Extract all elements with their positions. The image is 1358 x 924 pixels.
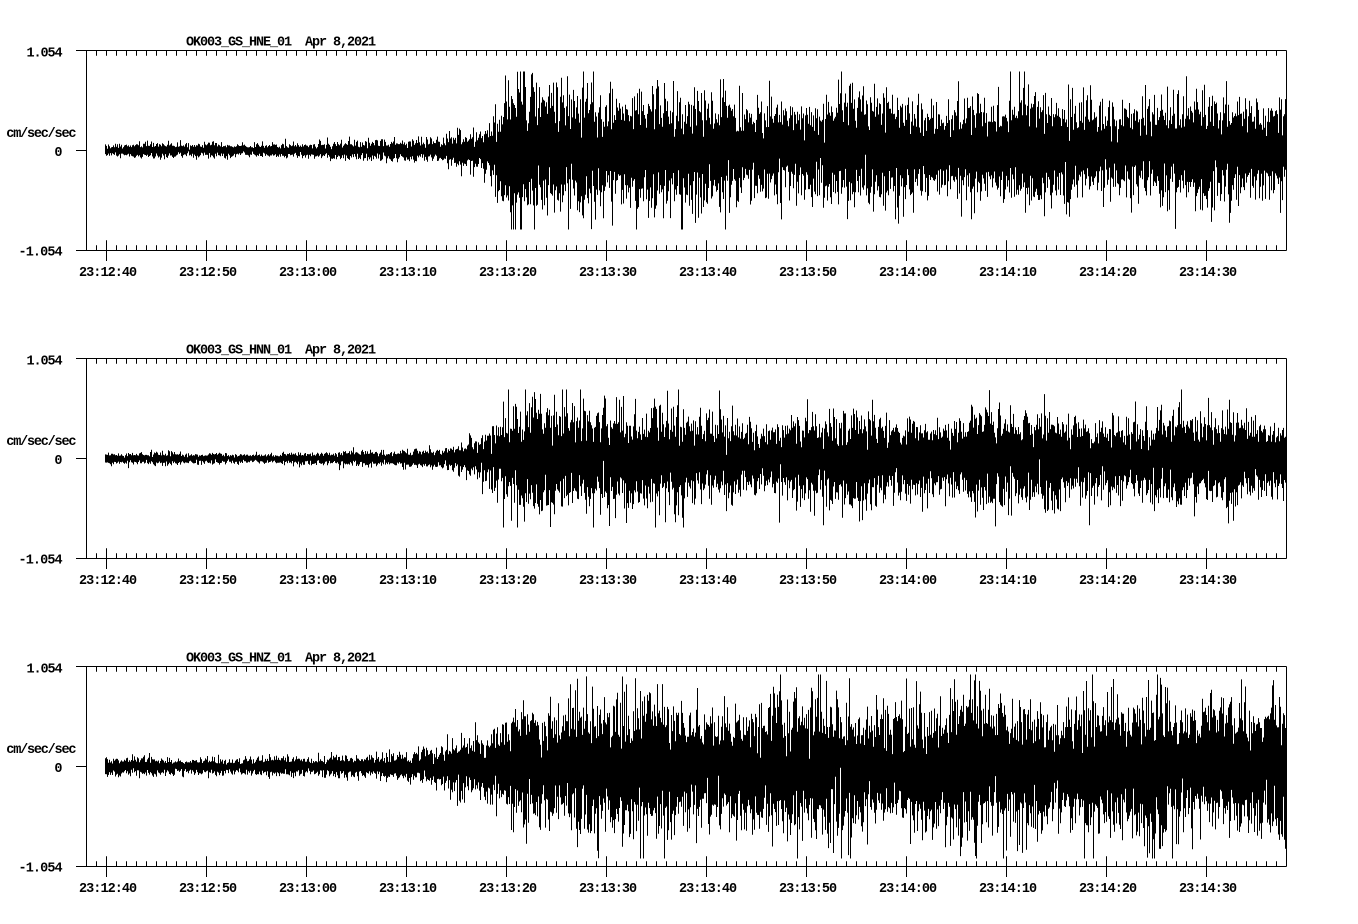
svg-text:1.054: 1.054 bbox=[27, 662, 63, 677]
svg-text:cm/sec/sec: cm/sec/sec bbox=[6, 127, 76, 142]
svg-text:23:14:20: 23:14:20 bbox=[1079, 882, 1137, 897]
svg-text:23:12:40: 23:12:40 bbox=[79, 266, 137, 281]
svg-text:23:13:50: 23:13:50 bbox=[779, 574, 837, 589]
svg-text:OK003_GS_HNN_01 Apr 8,2021: OK003_GS_HNN_01 Apr 8,2021 bbox=[186, 344, 376, 359]
svg-text:0: 0 bbox=[54, 762, 62, 777]
svg-text:23:12:50: 23:12:50 bbox=[179, 882, 237, 897]
svg-text:23:13:30: 23:13:30 bbox=[579, 574, 637, 589]
svg-text:23:14:00: 23:14:00 bbox=[879, 882, 937, 897]
svg-text:23:12:40: 23:12:40 bbox=[79, 882, 137, 897]
svg-text:23:13:30: 23:13:30 bbox=[579, 266, 637, 281]
svg-text:23:14:30: 23:14:30 bbox=[1179, 882, 1237, 897]
svg-text:23:13:00: 23:13:00 bbox=[279, 882, 337, 897]
svg-text:23:12:50: 23:12:50 bbox=[179, 266, 237, 281]
svg-text:OK003_GS_HNE_01 Apr 8,2021: OK003_GS_HNE_01 Apr 8,2021 bbox=[186, 36, 376, 51]
svg-text:23:13:10: 23:13:10 bbox=[379, 882, 437, 897]
svg-text:-1.054: -1.054 bbox=[19, 246, 63, 261]
svg-text:23:13:10: 23:13:10 bbox=[379, 266, 437, 281]
svg-text:23:13:10: 23:13:10 bbox=[379, 574, 437, 589]
svg-text:23:14:20: 23:14:20 bbox=[1079, 574, 1137, 589]
svg-text:cm/sec/sec: cm/sec/sec bbox=[6, 435, 76, 450]
svg-text:23:13:50: 23:13:50 bbox=[779, 266, 837, 281]
svg-text:23:13:40: 23:13:40 bbox=[679, 266, 737, 281]
svg-text:23:14:20: 23:14:20 bbox=[1079, 266, 1137, 281]
svg-text:23:14:10: 23:14:10 bbox=[979, 266, 1037, 281]
svg-text:23:13:30: 23:13:30 bbox=[579, 882, 637, 897]
svg-text:23:14:30: 23:14:30 bbox=[1179, 266, 1237, 281]
svg-text:23:14:00: 23:14:00 bbox=[879, 574, 937, 589]
svg-text:23:13:50: 23:13:50 bbox=[779, 882, 837, 897]
svg-text:23:13:40: 23:13:40 bbox=[679, 574, 737, 589]
svg-text:0: 0 bbox=[54, 454, 62, 469]
svg-text:23:14:10: 23:14:10 bbox=[979, 574, 1037, 589]
svg-text:23:13:40: 23:13:40 bbox=[679, 882, 737, 897]
svg-text:23:12:40: 23:12:40 bbox=[79, 574, 137, 589]
svg-text:cm/sec/sec: cm/sec/sec bbox=[6, 743, 76, 758]
svg-text:23:14:30: 23:14:30 bbox=[1179, 574, 1237, 589]
svg-text:23:12:50: 23:12:50 bbox=[179, 574, 237, 589]
svg-text:23:13:00: 23:13:00 bbox=[279, 266, 337, 281]
svg-text:23:13:00: 23:13:00 bbox=[279, 574, 337, 589]
svg-text:-1.054: -1.054 bbox=[19, 554, 63, 569]
svg-text:OK003_GS_HNZ_01 Apr 8,2021: OK003_GS_HNZ_01 Apr 8,2021 bbox=[186, 652, 376, 667]
svg-text:1.054: 1.054 bbox=[27, 46, 63, 61]
svg-text:23:13:20: 23:13:20 bbox=[479, 574, 537, 589]
svg-text:23:13:20: 23:13:20 bbox=[479, 882, 537, 897]
svg-text:-1.054: -1.054 bbox=[19, 862, 63, 877]
svg-text:1.054: 1.054 bbox=[27, 354, 63, 369]
svg-text:0: 0 bbox=[54, 146, 62, 161]
svg-text:23:14:10: 23:14:10 bbox=[979, 882, 1037, 897]
svg-text:23:14:00: 23:14:00 bbox=[879, 266, 937, 281]
svg-text:23:13:20: 23:13:20 bbox=[479, 266, 537, 281]
